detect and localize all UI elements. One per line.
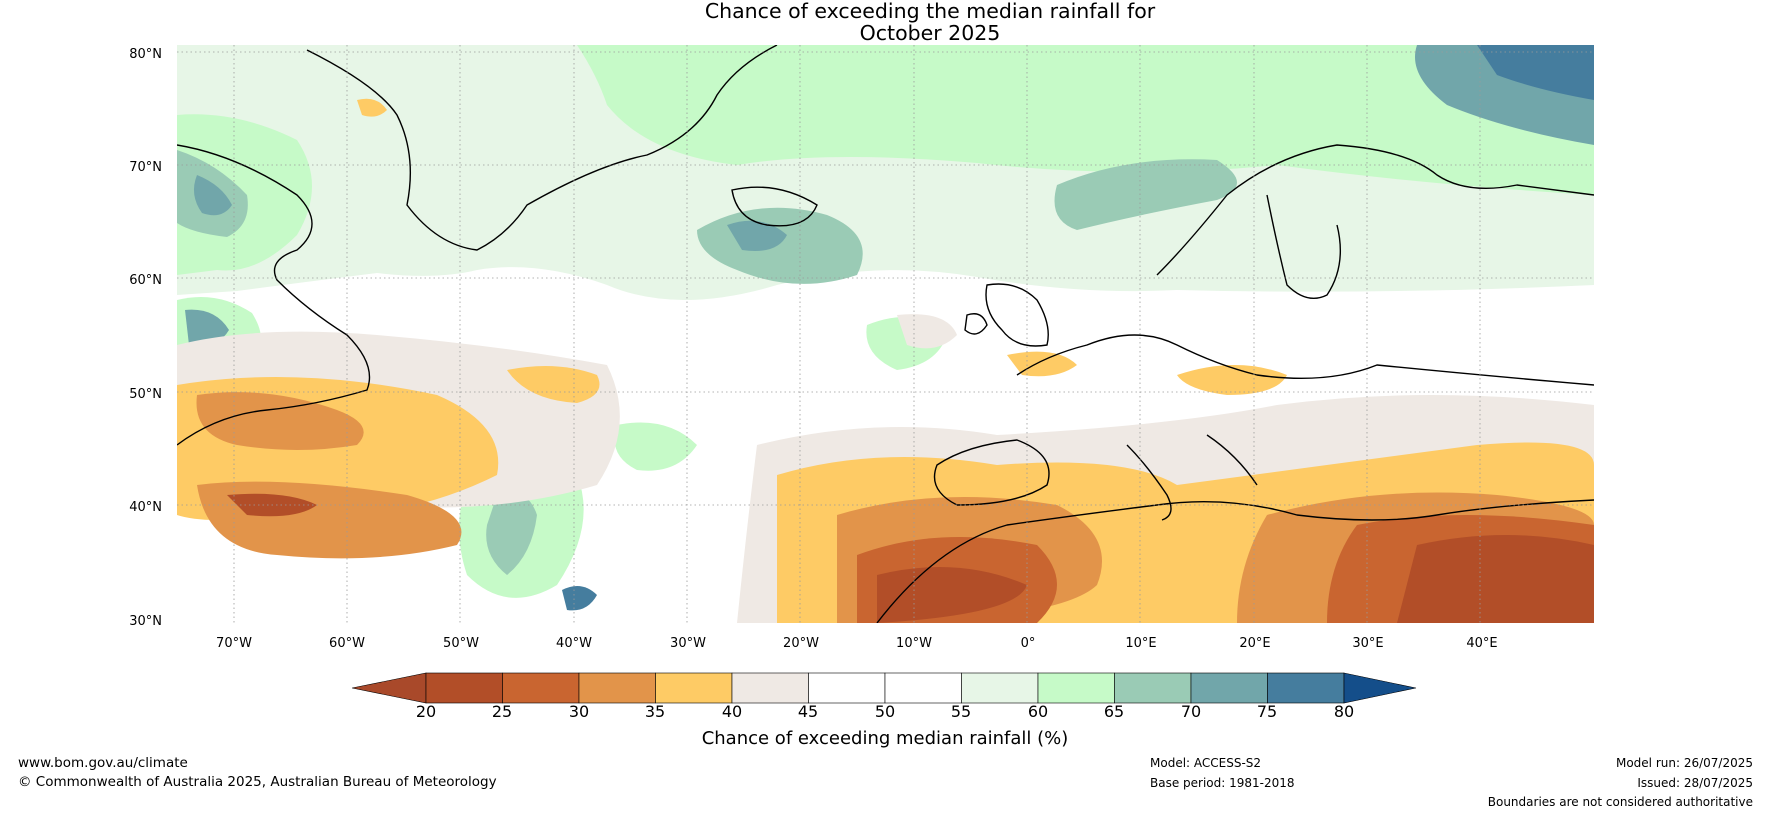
- colorbar-segment: [1114, 672, 1192, 704]
- colorbar-tick-55: 55: [950, 702, 972, 721]
- colorbar-tick-75: 75: [1256, 702, 1278, 721]
- lon-label-20e: 20°E: [1239, 636, 1271, 651]
- colorbar-tick-30: 30: [568, 702, 590, 721]
- lat-label-30n: 30°N: [129, 614, 162, 629]
- map-title-line-2: October 2025: [859, 21, 1001, 45]
- colorbar-segment: [655, 672, 733, 704]
- lon-label-30w: 30°W: [670, 636, 706, 651]
- colorbar-segment: [808, 672, 886, 704]
- lon-label-70w: 70°W: [216, 636, 252, 651]
- lat-label-60n: 60°N: [129, 273, 162, 288]
- lon-label-40w: 40°W: [556, 636, 592, 651]
- colorbar-tick-65: 65: [1103, 702, 1125, 721]
- lat-label-40n: 40°N: [129, 500, 162, 515]
- copyright-text: © Commonwealth of Australia 2025, Austra…: [18, 774, 497, 790]
- base-period: Base period: 1981-2018: [1150, 776, 1295, 790]
- lat-label-80n: 80°N: [129, 47, 162, 62]
- lon-label-40e: 40°E: [1466, 636, 1498, 651]
- colorbar-segment: [1190, 672, 1268, 704]
- colorbar-segment: [1037, 672, 1115, 704]
- colorbar-tick-20: 20: [415, 702, 437, 721]
- colorbar-segment: [502, 672, 580, 704]
- colorbar-tick-25: 25: [491, 702, 513, 721]
- lat-label-70n: 70°N: [129, 160, 162, 175]
- colorbar-tick-70: 70: [1180, 702, 1202, 721]
- lon-label-60w: 60°W: [329, 636, 365, 651]
- issued-date: Issued: 28/07/2025: [1637, 776, 1753, 790]
- colorbar-extend-low: [351, 672, 427, 704]
- map-title-line-1: Chance of exceeding the median rainfall …: [704, 0, 1156, 23]
- model-name: Model: ACCESS-S2: [1150, 756, 1262, 770]
- colorbar-segment: [578, 672, 656, 704]
- lon-label-30e: 30°E: [1352, 636, 1384, 651]
- colorbar-segment: [961, 672, 1039, 704]
- colorbar-segment: [731, 672, 809, 704]
- colorbar-tick-50: 50: [874, 702, 896, 721]
- below-median-regions: [177, 98, 1594, 623]
- coastlines: [177, 45, 1594, 623]
- lat-label-50n: 50°N: [129, 387, 162, 402]
- above-median-regions: [177, 45, 1594, 611]
- colorbar-tick-80: 80: [1333, 702, 1355, 721]
- colorbar-extend-high: [1343, 672, 1417, 704]
- colorbar-tick-45: 45: [797, 702, 819, 721]
- graticule: [177, 45, 1594, 623]
- lon-label-20w: 20°W: [783, 636, 819, 651]
- lon-label-10w: 10°W: [896, 636, 932, 651]
- website-link[interactable]: www.bom.gov.au/climate: [18, 755, 188, 771]
- lon-label-10e: 10°E: [1125, 636, 1157, 651]
- colorbar-segment: [1267, 672, 1345, 704]
- colorbar-segment: [425, 672, 503, 704]
- colorbar-tick-40: 40: [721, 702, 743, 721]
- colorbar-segment: [884, 672, 962, 704]
- rainfall-probability-map: [177, 45, 1594, 623]
- colorbar-label: Chance of exceeding median rainfall (%): [701, 728, 1069, 749]
- colorbar: [351, 672, 1422, 708]
- colorbar-tick-60: 60: [1027, 702, 1049, 721]
- boundaries-disclaimer: Boundaries are not considered authoritat…: [1487, 795, 1753, 809]
- lon-label-0: 0°: [1020, 636, 1036, 651]
- lon-label-50w: 50°W: [443, 636, 479, 651]
- colorbar-tick-35: 35: [644, 702, 666, 721]
- model-run-date: Model run: 26/07/2025: [1615, 756, 1753, 770]
